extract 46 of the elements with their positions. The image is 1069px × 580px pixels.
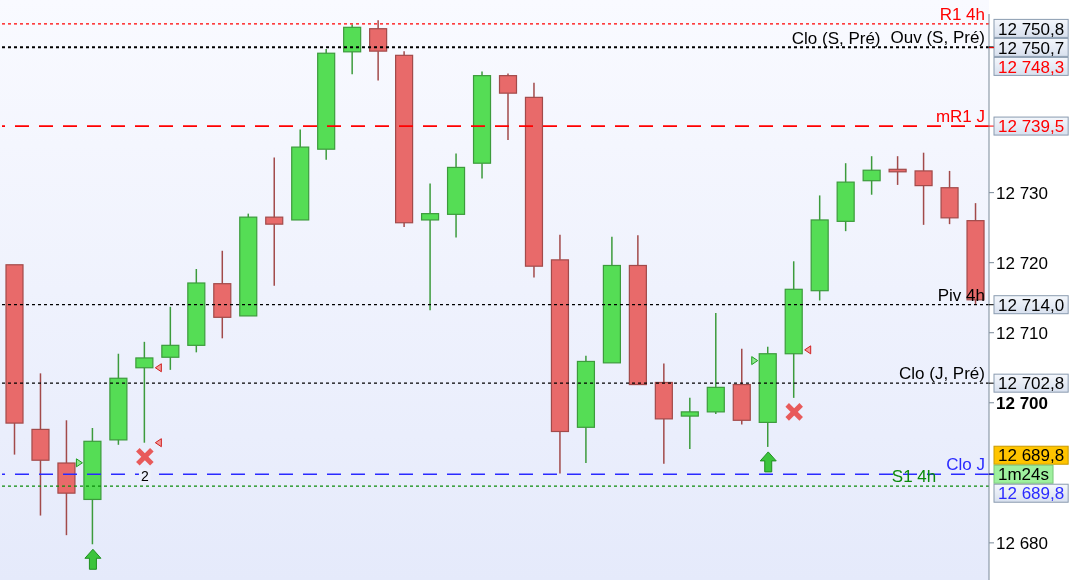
y-tick-label: 12 680 — [996, 533, 1048, 553]
candlestick — [706, 312, 725, 415]
candlestick — [628, 234, 647, 386]
candlestick — [265, 156, 284, 287]
candlestick — [343, 23, 362, 75]
ref-line-label: Clo J — [946, 455, 985, 475]
ref-line-label: Clo (S, Pré) — [791, 28, 881, 48]
ref-line-label: R1 4h — [939, 4, 985, 24]
y-tick-label: 12 710 — [996, 323, 1048, 343]
text: 12 714,0 — [998, 295, 1065, 315]
candlestick — [498, 72, 518, 141]
ref-line-label: Piv 4h — [937, 285, 985, 305]
candlestick — [395, 50, 414, 228]
ref-line-label: mR1 J — [935, 107, 985, 127]
candlestick — [369, 19, 388, 82]
text: 12 702,8 — [998, 374, 1065, 394]
text: 1m24s — [998, 465, 1050, 485]
text: 12 689,8 — [998, 446, 1065, 466]
candlestick — [550, 233, 570, 475]
candlestick — [680, 397, 699, 450]
candlestick — [317, 48, 336, 161]
text: 12 750,8 — [998, 19, 1065, 39]
y-tick-label: 12 700 — [996, 393, 1048, 413]
y-tick-label: 12 720 — [996, 253, 1048, 273]
annotation: 2 — [140, 467, 149, 484]
candlestick — [524, 81, 544, 279]
y-tick-label: 12 730 — [996, 183, 1048, 203]
ref-line-label: Clo (J, Pré) — [899, 364, 985, 384]
text: 12 739,5 — [998, 117, 1065, 137]
text: 12 748,3 — [998, 57, 1065, 77]
candlestick — [784, 260, 803, 399]
candlestick — [654, 362, 673, 465]
candlestick — [914, 151, 933, 226]
candlestick — [31, 372, 50, 517]
candlestick — [446, 152, 466, 239]
candlestick — [420, 182, 440, 312]
candlestick — [472, 70, 492, 180]
candlestick — [291, 128, 310, 221]
candlestick — [5, 264, 24, 456]
text: 12 689,8 — [998, 484, 1065, 504]
ref-line-label: S1 4h — [891, 467, 937, 487]
candlestick — [213, 250, 232, 340]
text: 12 750,7 — [998, 38, 1065, 58]
candlestick — [576, 355, 596, 464]
ref-line-label: Ouv (S, Pré) — [890, 27, 985, 47]
candlestick — [602, 236, 621, 364]
